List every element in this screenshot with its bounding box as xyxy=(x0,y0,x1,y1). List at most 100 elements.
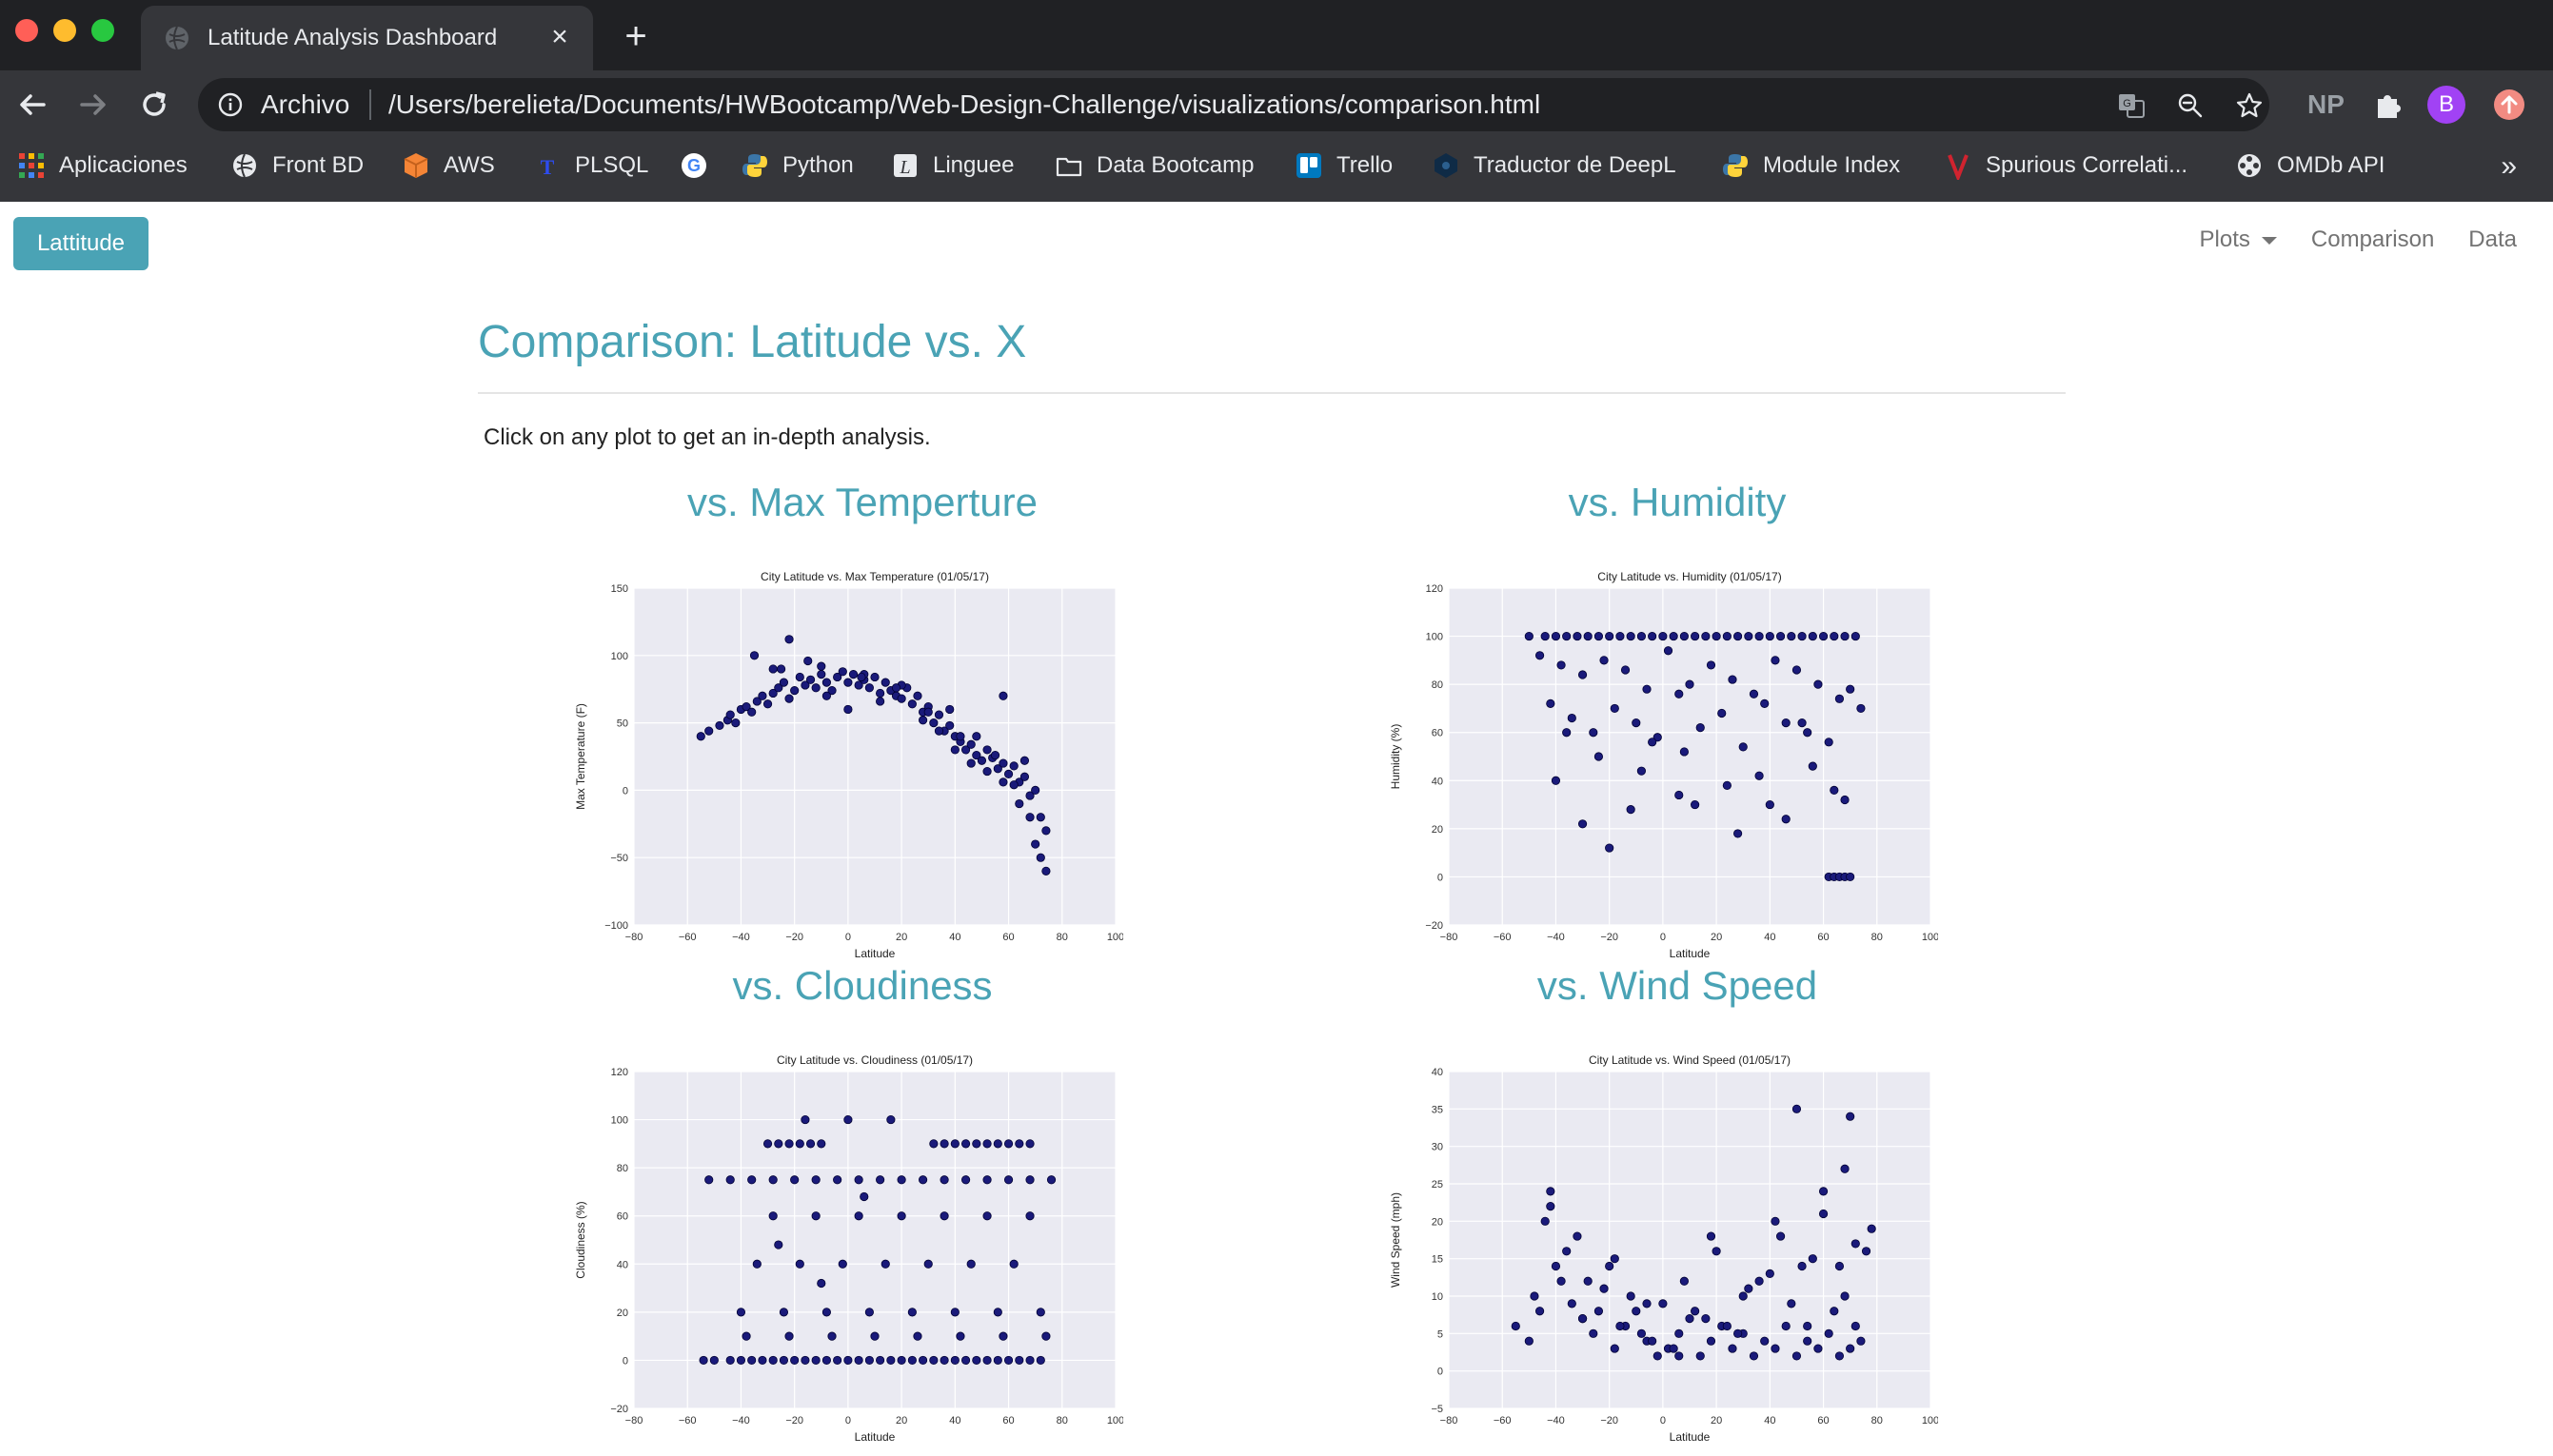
bookmark-module-index[interactable]: Module Index xyxy=(1721,139,1900,192)
info-icon[interactable] xyxy=(217,91,244,118)
bookmarks-overflow-icon[interactable]: » xyxy=(2501,150,2517,182)
puzzle-extensions-icon[interactable] xyxy=(2370,86,2408,124)
bookmark-google[interactable]: G xyxy=(680,139,722,192)
new-tab-button[interactable]: + xyxy=(624,15,647,57)
svg-text:T: T xyxy=(541,155,555,179)
chart-humidity[interactable]: −80 −60 −40 −20 0 20 40 60 80 100 −20 0 20 40 60 80 100 1… xyxy=(1386,565,1938,965)
data-point xyxy=(876,697,885,706)
plot-area xyxy=(634,588,1116,925)
close-icon[interactable]: × xyxy=(551,21,568,52)
data-point xyxy=(1797,718,1807,728)
window-close-button[interactable] xyxy=(15,19,38,42)
x-tick-label: 100 xyxy=(1922,932,1938,943)
reload-icon[interactable] xyxy=(135,86,173,124)
chart-title: City Latitude vs. Humidity (01/05/17) xyxy=(1597,570,1781,583)
data-point xyxy=(923,707,933,717)
data-point xyxy=(1701,1313,1711,1324)
address-bar[interactable]: Archivo /Users/berelieta/Documents/HWBoo… xyxy=(198,78,2269,131)
browser-tab-active[interactable]: Latitude Analysis Dashboard × xyxy=(141,6,593,70)
window-minimize-button[interactable] xyxy=(53,19,76,42)
data-point xyxy=(843,1114,853,1125)
zoom-icon[interactable] xyxy=(2176,91,2205,120)
bookmark-spurious[interactable]: Spurious Correlati... xyxy=(1944,139,2187,192)
y-axis-label: Humidity (%) xyxy=(1389,724,1402,790)
data-point xyxy=(1679,631,1689,641)
translate-icon[interactable]: G xyxy=(2117,91,2146,120)
data-point xyxy=(1856,1336,1866,1346)
data-point xyxy=(725,1175,735,1185)
data-point xyxy=(715,720,724,731)
data-point xyxy=(1648,1336,1657,1346)
back-arrow-icon[interactable] xyxy=(13,86,51,124)
data-point xyxy=(1626,1291,1635,1301)
data-point xyxy=(956,732,965,741)
nav-comparison[interactable]: Comparison xyxy=(2310,226,2435,252)
data-point xyxy=(870,1331,880,1341)
data-point xyxy=(1036,1355,1045,1366)
bookmark-data-bootcamp[interactable]: Data Bootcamp xyxy=(1055,139,1254,192)
data-point xyxy=(817,1139,826,1149)
bookmark-plsql[interactable]: T PLSQL xyxy=(533,139,649,192)
navbar-links: Plots Comparison Data xyxy=(2200,226,2517,253)
window-maximize-button[interactable] xyxy=(91,19,114,42)
data-point xyxy=(1025,813,1035,822)
data-point xyxy=(779,1355,789,1366)
data-point xyxy=(784,1139,794,1149)
data-point xyxy=(1524,1336,1534,1346)
data-point xyxy=(1712,1247,1721,1256)
update-icon[interactable] xyxy=(2490,86,2528,124)
data-point xyxy=(821,691,831,700)
data-point xyxy=(1562,1247,1572,1256)
navbar-brand[interactable]: Lattitude xyxy=(13,217,148,270)
data-point xyxy=(881,1259,890,1269)
y-tick-label: 80 xyxy=(617,1163,628,1174)
data-point xyxy=(1754,631,1764,641)
data-point xyxy=(1685,1313,1694,1324)
data-point xyxy=(1765,1269,1774,1278)
nav-data[interactable]: Data xyxy=(2468,226,2517,252)
data-point xyxy=(923,1259,933,1269)
data-point xyxy=(1540,1216,1550,1226)
data-point xyxy=(929,1139,939,1149)
bookmark-omdb[interactable]: OMDb API xyxy=(2235,139,2385,192)
data-point xyxy=(817,670,826,679)
bookmark-deepl[interactable]: Traductor de DeepL xyxy=(1432,139,1676,192)
nav-plots-dropdown[interactable]: Plots xyxy=(2200,226,2277,253)
data-point xyxy=(801,680,810,690)
np-extension-icon[interactable]: NP xyxy=(2307,86,2345,124)
bookmark-aws[interactable]: AWS xyxy=(402,139,495,192)
data-point xyxy=(747,1355,757,1366)
data-point xyxy=(1846,1112,1855,1121)
bookmark-python[interactable]: Python xyxy=(741,139,854,192)
bookmark-star-icon[interactable] xyxy=(2235,91,2264,120)
data-point xyxy=(1605,1261,1614,1271)
data-point xyxy=(1019,772,1030,781)
plot-heading-wind-speed: vs. Wind Speed xyxy=(1536,963,1818,1008)
chart-max-temperature[interactable]: −80 −60 −40 −20 0 20 40 60 80 100 −100 −50 0 50 100 150… xyxy=(571,565,1123,965)
data-point xyxy=(907,699,917,709)
data-point xyxy=(1771,656,1780,665)
bookmark-apps[interactable]: Aplicaciones xyxy=(17,139,188,192)
chart-wind-speed[interactable]: −80 −60 −40 −20 0 20 40 60 80 100 −5 0 5 10 15 20 25 30 35… xyxy=(1386,1049,1938,1448)
data-point xyxy=(1787,631,1796,641)
x-tick-label: −20 xyxy=(785,932,803,943)
x-tick-label: 100 xyxy=(1922,1415,1938,1426)
bookmark-front-bd[interactable]: Front BD xyxy=(230,139,364,192)
data-point xyxy=(1834,694,1845,703)
bookmark-trello[interactable]: Trello xyxy=(1295,139,1393,192)
data-point xyxy=(1754,1276,1764,1286)
data-point xyxy=(966,739,976,749)
chart-cloudiness[interactable]: −80 −60 −40 −20 0 20 40 60 80 100 −20 0 20 40 60 80 100 1… xyxy=(571,1049,1123,1448)
data-point xyxy=(848,670,859,679)
y-tick-label: 15 xyxy=(1432,1254,1443,1266)
profile-avatar[interactable]: B xyxy=(2427,86,2465,124)
address-scheme-label: Archivo xyxy=(261,89,350,119)
data-point xyxy=(1679,1276,1689,1286)
data-point xyxy=(1803,1321,1812,1331)
data-point xyxy=(1760,698,1770,708)
forward-arrow-icon[interactable] xyxy=(74,86,112,124)
svg-text:G: G xyxy=(687,156,701,175)
address-url[interactable]: /Users/berelieta/Documents/HWBootcamp/We… xyxy=(388,89,1541,119)
data-point xyxy=(1003,1355,1014,1366)
bookmark-linguee[interactable]: L Linguee xyxy=(891,139,1014,192)
